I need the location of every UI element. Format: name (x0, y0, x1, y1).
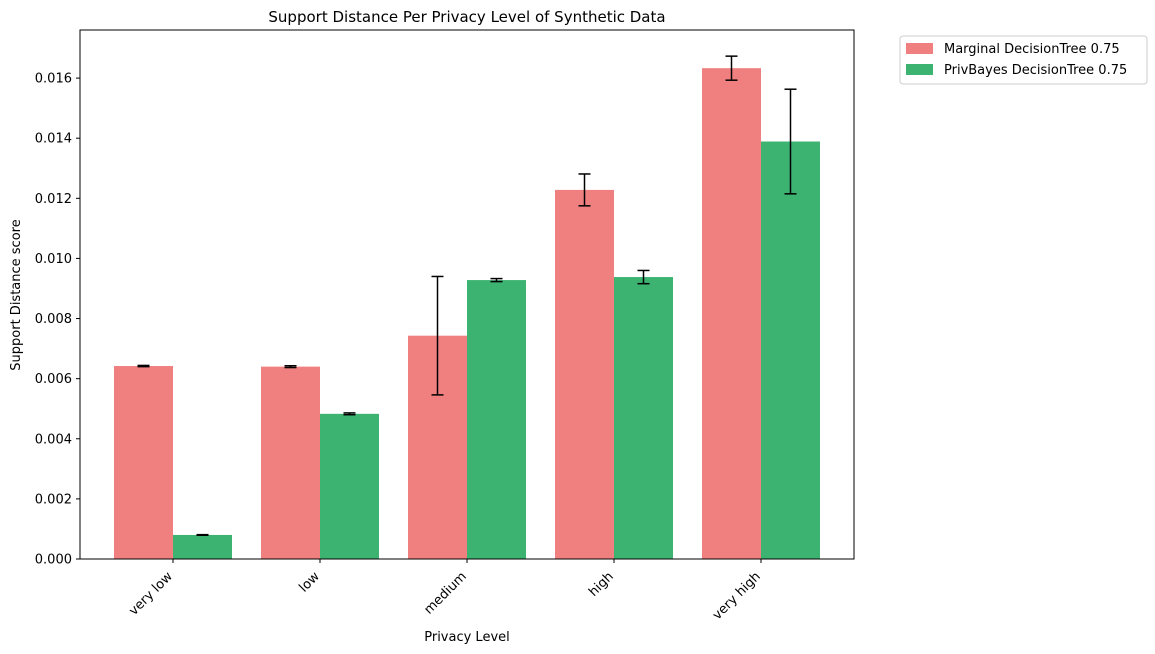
bar-privbayes-very-low (173, 534, 232, 559)
y-axis-label: Support Distance score (9, 219, 24, 370)
y-tick-label: 0.010 (35, 252, 72, 267)
error-bar-marginal-very-low (137, 364, 150, 368)
y-tick-label: 0.016 (35, 72, 72, 87)
x-tick-label-high: high (586, 569, 617, 600)
error-bar-privbayes-low (343, 412, 356, 416)
bar-marginal-very-high (702, 68, 761, 560)
legend: Marginal DecisionTree 0.75 PrivBayes Dec… (899, 35, 1148, 85)
x-tick-label-medium: medium (421, 569, 469, 617)
bar-marginal-low (261, 366, 320, 559)
x-tick-label-very-high: very high (710, 569, 764, 623)
x-tick-label-very-low: very low (126, 569, 176, 619)
bars-group (114, 68, 820, 560)
bar-privbayes-low (320, 413, 379, 559)
error-bar-marginal-medium (431, 275, 444, 396)
chart-title: Support Distance Per Privacy Level of Sy… (268, 8, 665, 26)
legend-label-privbayes: PrivBayes DecisionTree 0.75 (944, 63, 1127, 78)
bar-marginal-high (555, 189, 614, 559)
error-bar-marginal-high (578, 173, 591, 207)
x-axis-label: Privacy Level (424, 630, 510, 645)
error-bar-marginal-very-high (725, 55, 738, 81)
error-bar-marginal-low (284, 364, 297, 369)
x-tick-label-low: low (297, 569, 324, 596)
y-tick-label: 0.000 (35, 553, 72, 568)
y-tick-label: 0.012 (35, 192, 72, 207)
y-tick-label: 0.008 (35, 312, 72, 327)
legend-frame (899, 35, 1148, 85)
y-axis: 0.000 0.002 0.004 0.006 0.008 0.010 0.012 0.014… (35, 72, 80, 568)
bar-marginal-very-low (114, 366, 173, 559)
error-bar-privbayes-very-high (784, 88, 797, 195)
error-bar-privbayes-very-low (196, 533, 209, 537)
bar-privbayes-very-high (761, 141, 820, 559)
legend-swatch-privbayes (906, 64, 933, 75)
y-tick-label: 0.006 (35, 372, 72, 387)
y-tick-label: 0.002 (35, 492, 72, 507)
bar-privbayes-high (614, 277, 673, 559)
y-tick-label: 0.014 (35, 132, 72, 147)
legend-label-marginal: Marginal DecisionTree 0.75 (944, 42, 1120, 57)
error-bar-privbayes-high (637, 269, 650, 285)
bar-privbayes-medium (467, 280, 526, 559)
error-bar-privbayes-medium (490, 277, 503, 283)
legend-swatch-marginal (906, 43, 933, 54)
y-tick-label: 0.004 (35, 432, 72, 447)
error-bars-group (137, 55, 797, 537)
x-axis: very low low medium high very high (126, 559, 764, 623)
